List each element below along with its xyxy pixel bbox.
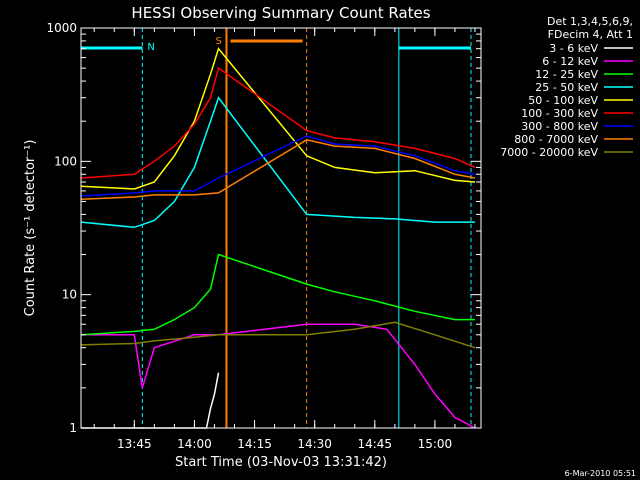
legend-label-7: 800 - 7000 keV <box>514 133 598 146</box>
x-tick-label-3: 14:30 <box>297 437 332 451</box>
y-tick-label-1: 10 <box>62 288 77 302</box>
chart-title: HESSI Observing Summary Count Rates <box>131 4 430 22</box>
legend-label-1: 6 - 12 keV <box>542 55 598 68</box>
saa-N-label: N <box>147 42 154 53</box>
series-line-100-300-kev <box>80 66 476 179</box>
plot-frame <box>80 27 482 429</box>
series-line-7000-20000-kev <box>80 321 476 349</box>
footer-timestamp: 6-Mar-2010 05:51 <box>565 469 636 478</box>
x-axis-label: Start Time (03-Nov-03 13:31:42) <box>175 455 387 470</box>
legend-label-5: 100 - 300 keV <box>521 107 598 120</box>
x-tick-label-1: 14:00 <box>177 437 212 451</box>
y-tick-label-0: 1 <box>69 421 77 435</box>
x-axis: 13:45 14:00 14:15 14:30 14:45 15:00 <box>93 28 476 451</box>
series-line-6-12-kev <box>81 323 476 429</box>
legend-label-3: 25 - 50 keV <box>535 81 598 94</box>
attenuator-S-label: S <box>215 36 221 47</box>
x-tick-label-5: 15:00 <box>418 437 453 451</box>
y-tick-label-3: 1000 <box>46 21 77 35</box>
series-line-25-50-kev <box>80 96 475 229</box>
plot-area: NS <box>80 28 476 429</box>
series-line-12-25-kev <box>80 253 475 336</box>
series-line-50-100-kev <box>80 47 476 190</box>
legend: Det 1,3,4,5,6,9, FDecim 4, Att 1 3 - 6 k… <box>500 15 633 159</box>
legend-label-0: 3 - 6 keV <box>549 42 598 55</box>
y-axis: 1 10 100 1000 <box>46 21 481 435</box>
x-tick-label-2: 14:15 <box>237 437 272 451</box>
legend-header-line-1: Det 1,3,4,5,6,9, <box>547 15 633 28</box>
legend-label-2: 12 - 25 keV <box>535 68 598 81</box>
legend-header-line-2: FDecim 4, Att 1 <box>548 28 633 41</box>
y-axis-label: Count Rate (s⁻¹ detector⁻¹) <box>23 140 38 317</box>
legend-label-8: 7000 - 20000 keV <box>500 146 598 159</box>
legend-label-4: 50 - 100 keV <box>528 94 598 107</box>
x-tick-label-0: 13:45 <box>117 437 152 451</box>
x-tick-label-4: 14:45 <box>357 437 392 451</box>
y-tick-label-2: 100 <box>54 154 77 168</box>
legend-label-6: 300 - 800 keV <box>521 120 598 133</box>
series-line-800-7000-kev <box>80 139 476 200</box>
series-line-300-800-kev <box>80 135 476 197</box>
